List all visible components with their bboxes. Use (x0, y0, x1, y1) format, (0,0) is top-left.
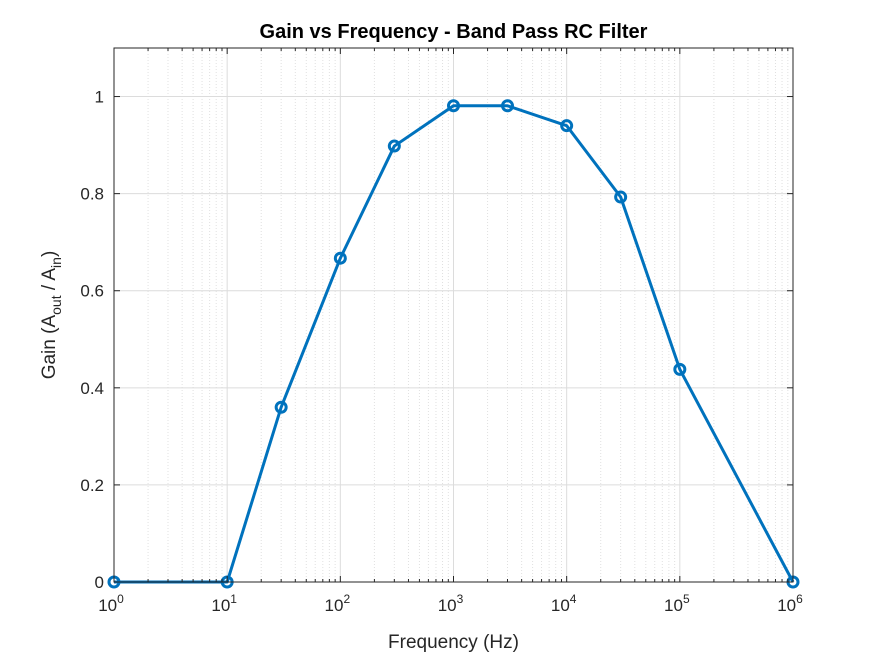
x-tick-label: 101 (211, 592, 237, 615)
y-tick-label: 0 (95, 573, 104, 592)
data-point (387, 139, 401, 153)
x-tick-label-base: 10 (664, 596, 683, 615)
x-tick-label-base: 10 (211, 596, 230, 615)
x-tick-labels: 100 101 102 103 104 105 106 (98, 592, 803, 615)
x-tick-label-base: 10 (325, 596, 344, 615)
x-tick-label-base: 10 (551, 596, 570, 615)
data-point (447, 99, 460, 113)
x-tick-label-exponent: 3 (457, 592, 464, 606)
x-tick-label: 102 (325, 592, 351, 615)
tick-marks (113, 48, 794, 583)
x-axis-label: Frequency (Hz) (388, 632, 519, 653)
minor-grid (147, 48, 789, 582)
x-tick-label: 105 (664, 592, 690, 615)
chart-title: Gain vs Frequency - Band Pass RC Filter (260, 21, 648, 43)
x-tick-label: 104 (551, 592, 577, 615)
x-tick-label-exponent: 6 (796, 592, 803, 606)
data-point (560, 119, 574, 133)
x-tick-label-exponent: 5 (683, 592, 690, 606)
x-tick-label-exponent: 1 (230, 592, 237, 606)
y-axis-label-sub-out: out (48, 295, 64, 315)
x-tick-label: 100 (98, 592, 124, 615)
y-axis-label: Gain (Aout / Ain) (39, 251, 64, 380)
y-tick-label: 0.2 (80, 476, 104, 495)
y-tick-label: 1 (95, 88, 104, 107)
y-axis-label-base: Gain (A (39, 315, 60, 380)
x-tick-label-base: 10 (98, 596, 117, 615)
x-tick-label-exponent: 4 (570, 592, 577, 606)
y-axis-label-sub-in: in (48, 257, 64, 268)
y-tick-labels: 0 0.2 0.4 0.6 0.8 1 (80, 88, 104, 592)
y-tick-label: 0.4 (80, 379, 104, 398)
x-tick-label-exponent: 2 (343, 592, 350, 606)
series-layer (107, 99, 800, 589)
x-tick-label: 106 (777, 592, 803, 615)
data-point (274, 400, 288, 414)
x-tick-label-exponent: 0 (117, 592, 124, 606)
x-tick-label: 103 (438, 592, 464, 615)
y-tick-label: 0.8 (80, 185, 104, 204)
data-point (333, 251, 347, 265)
x-tick-label-base: 10 (777, 596, 796, 615)
x-tick-label-base: 10 (438, 596, 457, 615)
data-point (614, 190, 628, 204)
data-point (673, 362, 687, 376)
data-point (500, 99, 514, 113)
y-axis-label-mid: / A (39, 268, 60, 296)
series-line (114, 104, 795, 584)
y-axis-label-end: ) (39, 251, 60, 257)
y-tick-label: 0.6 (80, 282, 104, 301)
